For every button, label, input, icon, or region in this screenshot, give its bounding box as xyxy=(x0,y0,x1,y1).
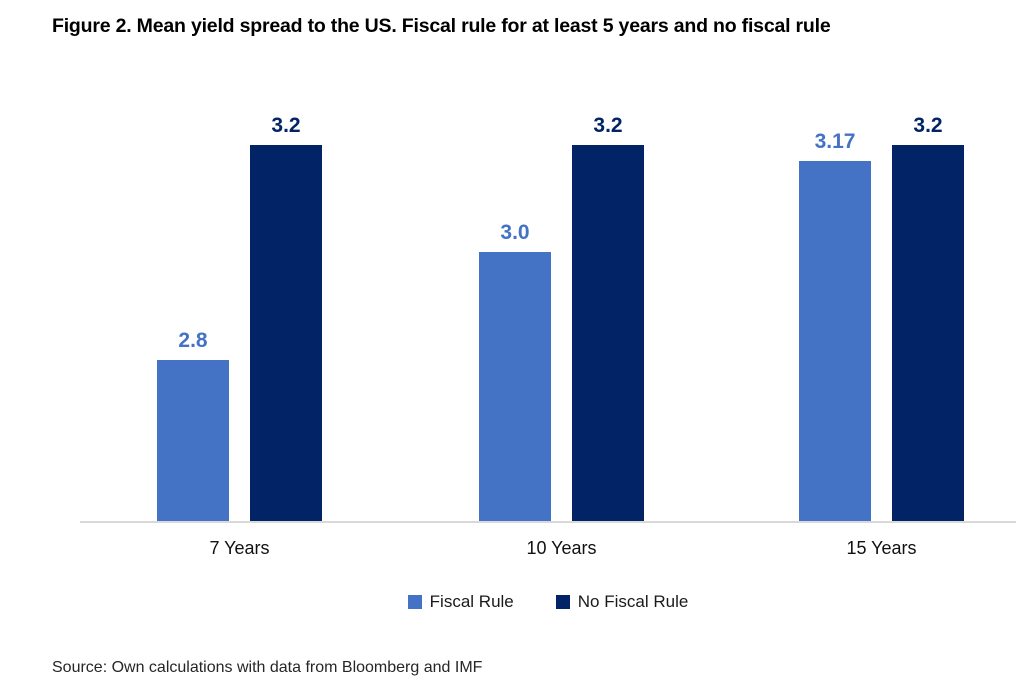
fiscal-rule-swatch-icon xyxy=(407,595,422,609)
category-group-15-years: 3.17 3.2 15 Years xyxy=(799,93,964,558)
bar-wrap-no-fiscal-rule: 3.2 xyxy=(572,115,644,521)
x-axis-label-7-years: 7 Years xyxy=(209,538,270,558)
source-note: Source: Own calculations with data from … xyxy=(52,659,483,676)
value-label-fiscal-rule: 3.0 xyxy=(500,221,530,244)
x-axis-label-15-years: 15 Years xyxy=(846,538,917,558)
bar-chart-plot-area: 2.8 3.2 7 Years 3.0 3.2 10 Years 3.17 3.2 15 Yea… xyxy=(80,93,1016,558)
bar-no-fiscal-rule xyxy=(250,145,322,521)
bar-wrap-fiscal-rule: 2.8 xyxy=(157,330,229,521)
chart-legend: Fiscal Rule No Fiscal Rule xyxy=(80,590,1016,614)
bar-no-fiscal-rule xyxy=(572,145,644,521)
bar-wrap-fiscal-rule: 3.17 xyxy=(799,131,871,521)
legend-item-fiscal-rule: Fiscal Rule xyxy=(407,592,514,612)
x-axis-label-10-years: 10 Years xyxy=(526,538,597,558)
legend-item-no-fiscal-rule: No Fiscal Rule xyxy=(555,592,689,612)
legend-label-no-fiscal-rule: No Fiscal Rule xyxy=(577,592,689,611)
category-group-7-years: 2.8 3.2 7 Years xyxy=(157,93,322,558)
category-group-10-years: 3.0 3.2 10 Years xyxy=(479,93,644,558)
value-label-no-fiscal-rule: 3.2 xyxy=(271,114,301,137)
value-label-no-fiscal-rule: 3.2 xyxy=(593,114,623,137)
bar-wrap-no-fiscal-rule: 3.2 xyxy=(892,115,964,521)
value-label-no-fiscal-rule: 3.2 xyxy=(913,114,943,137)
bar-fiscal-rule xyxy=(157,360,229,521)
legend-label-fiscal-rule: Fiscal Rule xyxy=(429,592,514,611)
no-fiscal-rule-swatch-icon xyxy=(555,595,570,609)
figure-title: Figure 2. Mean yield spread to the US. F… xyxy=(52,15,831,37)
bar-wrap-no-fiscal-rule: 3.2 xyxy=(250,115,322,521)
bar-fiscal-rule xyxy=(479,252,551,521)
bar-fiscal-rule xyxy=(799,161,871,521)
value-label-fiscal-rule: 3.17 xyxy=(814,130,856,153)
bar-no-fiscal-rule xyxy=(892,145,964,521)
bar-wrap-fiscal-rule: 3.0 xyxy=(479,222,551,521)
value-label-fiscal-rule: 2.8 xyxy=(178,329,208,352)
